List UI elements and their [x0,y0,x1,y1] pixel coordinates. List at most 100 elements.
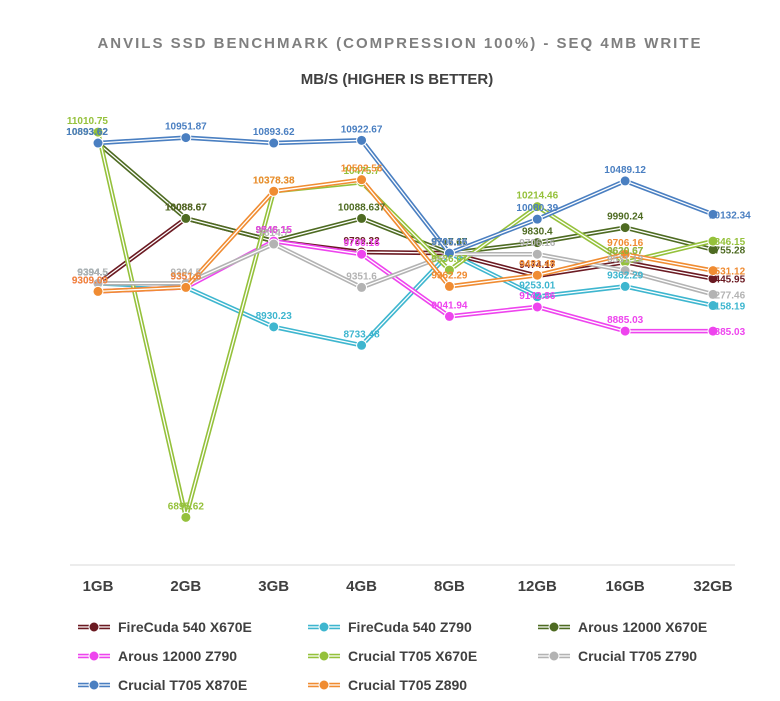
data-label: 9351.6 [171,271,202,282]
data-label: 9620.67 [607,246,644,257]
data-label: 9536.67 [431,254,468,265]
series-line-inner [98,243,714,295]
data-point [619,248,631,260]
data-point [356,281,368,293]
data-point [619,280,631,292]
data-label: 11010.75 [67,116,109,127]
data-point [92,126,104,138]
x-tick-label: 4GB [346,578,377,595]
series-line-inner [97,252,714,346]
data-label: 10489.12 [604,165,646,176]
data-label: 9729.22 [343,236,380,247]
data-label: 9481.48 [519,259,556,270]
data-point [180,212,192,224]
data-label: 9531.12 [607,255,644,266]
data-point [707,265,719,277]
data-label: 9755.28 [709,246,746,257]
legend-item: Crucial T705 X670E [308,648,477,664]
data-label: 10922.67 [341,124,383,135]
legend-swatch-marker [88,621,100,633]
data-label: 9394.5 [77,267,108,278]
data-point [619,222,631,234]
data-point [268,321,280,333]
legend-swatch-marker [318,650,330,662]
data-label: 9394.5 [77,267,108,278]
data-label: 9158.19 [709,302,746,313]
x-tick-label: 12GB [518,578,557,595]
legend-item: Arous 12000 Z790 [78,648,237,664]
legend-label: Crucial T705 Z790 [578,648,697,664]
data-label: 9990.24 [607,212,644,223]
data-label: 10502.56 [341,164,383,175]
data-point [531,201,543,213]
data-point [707,300,719,312]
data-point [356,248,368,260]
x-tick-label: 32GB [693,578,732,595]
data-label: 9706.16 [607,238,644,249]
data-label-layer: 9394.5 10088.67 9846.15 9729.22 9717.67 9474.… [66,116,751,512]
legend-label: Arous 12000 X670E [578,619,707,635]
data-label: 8733.48 [343,329,380,340]
data-point [531,269,543,281]
data-point [443,247,455,259]
data-label: 8885.03 [607,315,644,326]
legend-swatch-marker [318,621,330,633]
data-point [531,237,543,249]
data-point [619,265,631,277]
data-point [180,281,192,293]
series-6 [92,238,719,300]
legend-label: FireCuda 540 X670E [118,619,252,635]
data-label: 9309.09 [72,275,109,286]
chart-subtitle: MB/S (HIGHER IS BETTER) [301,71,494,88]
data-label: 9309.09 [72,275,109,286]
data-point [92,137,104,149]
data-label: 9394.5 [77,267,108,278]
data-label: 9041.94 [431,300,468,311]
data-point [356,174,368,186]
data-point [443,280,455,292]
data-label: 9277.46 [709,290,746,301]
data-label: 9362.29 [607,270,644,281]
series-line-inner [97,131,714,518]
x-tick-label: 1GB [83,578,114,595]
data-point [707,325,719,337]
data-point [531,301,543,313]
data-label: 9846.15 [256,225,293,236]
legend-swatch-marker [318,679,330,691]
data-point [707,235,719,247]
data-point [443,310,455,322]
data-point [443,264,455,276]
data-label: 10088.67 [165,202,207,213]
data-label: 8930.23 [256,311,293,322]
series-2 [92,247,719,351]
data-label: 10214.46 [516,191,558,202]
data-point [531,213,543,225]
data-label: 9394.5 [171,267,202,278]
data-point [356,134,368,146]
legend-swatch-marker [548,621,560,633]
legend-item: Crucial T705 Z790 [538,648,697,664]
data-point [180,511,192,523]
data-label: 9830.4 [522,227,553,238]
legend: FireCuda 540 X670E FireCuda 540 Z790 Arous… [78,619,707,693]
data-point [707,288,719,300]
data-point [180,132,192,144]
data-label: 10088.67 [165,202,207,213]
data-label: 10475.7 [343,166,380,177]
data-point [268,185,280,197]
data-label: 9717.67 [431,237,468,248]
x-tick-label: 8GB [434,578,465,595]
data-point [619,325,631,337]
legend-label: Crucial T705 X870E [118,677,247,693]
series-line-inner [97,179,714,293]
data-label: 10378.38 [253,175,295,186]
data-label: 10080.39 [516,203,558,214]
data-point [356,212,368,224]
series-7 [92,132,719,259]
data-label: 9620.67 [607,246,644,257]
legend-item: FireCuda 540 Z790 [308,619,472,635]
data-label: 9362.29 [431,270,468,281]
data-label: 6895.62 [168,501,205,512]
data-label: 9351.6 [171,271,202,282]
